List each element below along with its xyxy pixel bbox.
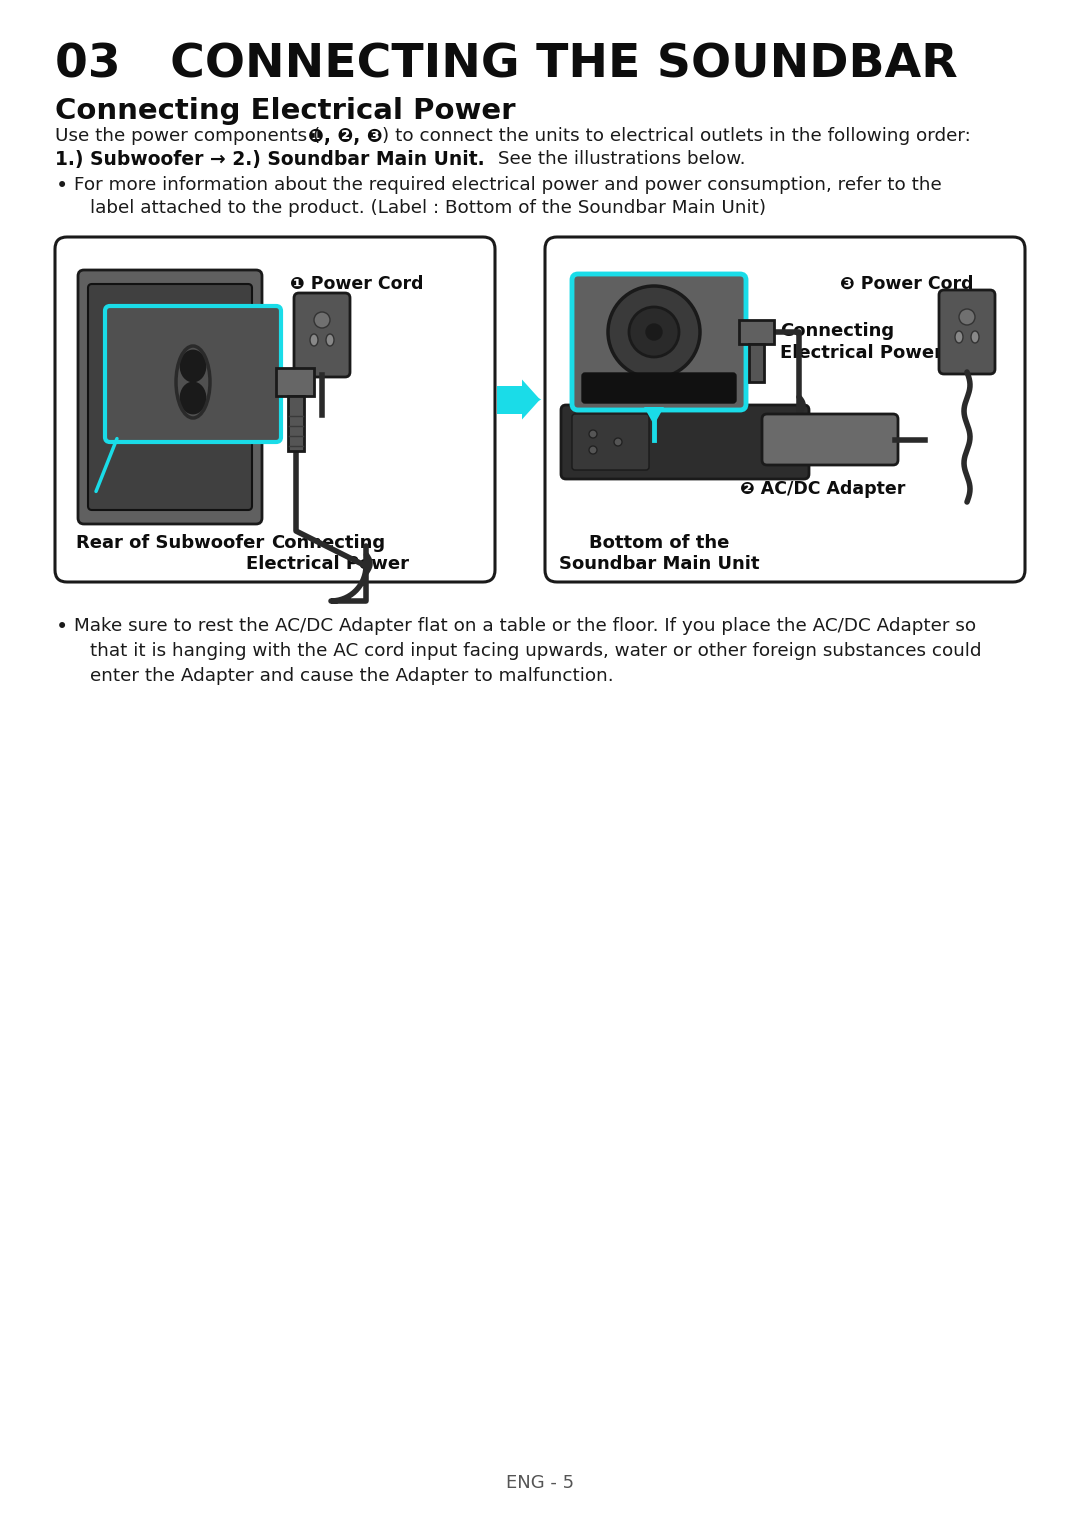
Ellipse shape xyxy=(955,331,963,343)
Ellipse shape xyxy=(181,383,205,414)
FancyBboxPatch shape xyxy=(105,306,281,443)
FancyBboxPatch shape xyxy=(939,290,995,374)
Text: 1.) Subwoofer → 2.) Soundbar Main Unit.: 1.) Subwoofer → 2.) Soundbar Main Unit. xyxy=(55,150,485,169)
Text: ❶ Power Cord: ❶ Power Cord xyxy=(291,276,423,293)
Bar xyxy=(750,345,764,381)
FancyBboxPatch shape xyxy=(78,270,262,524)
Ellipse shape xyxy=(310,334,318,346)
Text: ❸ Power Cord: ❸ Power Cord xyxy=(840,276,973,293)
Text: •: • xyxy=(56,176,68,196)
FancyBboxPatch shape xyxy=(572,414,649,470)
Text: ENG - 5: ENG - 5 xyxy=(505,1474,575,1492)
FancyBboxPatch shape xyxy=(582,372,735,403)
Text: Soundbar Main Unit: Soundbar Main Unit xyxy=(558,555,759,573)
Circle shape xyxy=(589,446,597,453)
Text: DC 24V: DC 24V xyxy=(627,388,690,403)
Text: Connecting Electrical Power: Connecting Electrical Power xyxy=(55,97,515,126)
Text: POWER: POWER xyxy=(164,317,221,331)
Bar xyxy=(288,395,303,450)
Text: •: • xyxy=(56,617,68,637)
Text: ❷ AC/DC Adapter: ❷ AC/DC Adapter xyxy=(740,480,905,498)
FancyBboxPatch shape xyxy=(55,237,495,582)
Text: 03   CONNECTING THE SOUNDBAR: 03 CONNECTING THE SOUNDBAR xyxy=(55,41,958,87)
Circle shape xyxy=(589,430,597,438)
Ellipse shape xyxy=(326,334,334,346)
Circle shape xyxy=(959,309,975,325)
Text: Electrical Power: Electrical Power xyxy=(246,555,409,573)
Polygon shape xyxy=(522,380,540,420)
Text: ❶, ❷, ❸: ❶, ❷, ❸ xyxy=(308,127,382,146)
Text: See the illustrations below.: See the illustrations below. xyxy=(492,150,745,169)
FancyBboxPatch shape xyxy=(561,404,809,480)
Ellipse shape xyxy=(181,351,205,381)
Bar xyxy=(497,386,522,414)
Circle shape xyxy=(646,323,662,340)
Text: Bottom of the: Bottom of the xyxy=(589,535,729,552)
FancyBboxPatch shape xyxy=(762,414,897,466)
Text: Connecting: Connecting xyxy=(271,535,384,552)
Circle shape xyxy=(608,286,700,378)
Text: that it is hanging with the AC cord input facing upwards, water or other foreign: that it is hanging with the AC cord inpu… xyxy=(90,642,982,660)
FancyBboxPatch shape xyxy=(294,293,350,377)
Text: Make sure to rest the AC/DC Adapter flat on a table or the floor. If you place t: Make sure to rest the AC/DC Adapter flat… xyxy=(75,617,976,634)
Text: label attached to the product. (Label : Bottom of the Soundbar Main Unit): label attached to the product. (Label : … xyxy=(90,199,766,218)
FancyBboxPatch shape xyxy=(572,274,746,411)
Text: enter the Adapter and cause the Adapter to malfunction.: enter the Adapter and cause the Adapter … xyxy=(90,666,613,685)
Text: For more information about the required electrical power and power consumption, : For more information about the required … xyxy=(75,176,942,195)
Circle shape xyxy=(314,313,330,328)
Text: ) to connect the units to electrical outlets in the following order:: ) to connect the units to electrical out… xyxy=(382,127,971,146)
Text: Electrical Power: Electrical Power xyxy=(780,345,943,362)
Bar xyxy=(739,320,774,345)
FancyBboxPatch shape xyxy=(87,283,252,510)
Text: Use the power components (: Use the power components ( xyxy=(55,127,321,146)
Text: Rear of Subwoofer: Rear of Subwoofer xyxy=(76,535,265,552)
Circle shape xyxy=(615,438,622,446)
Bar xyxy=(276,368,314,395)
FancyBboxPatch shape xyxy=(545,237,1025,582)
Circle shape xyxy=(629,306,679,357)
Polygon shape xyxy=(644,408,664,424)
Text: Connecting: Connecting xyxy=(780,322,894,340)
Ellipse shape xyxy=(971,331,978,343)
